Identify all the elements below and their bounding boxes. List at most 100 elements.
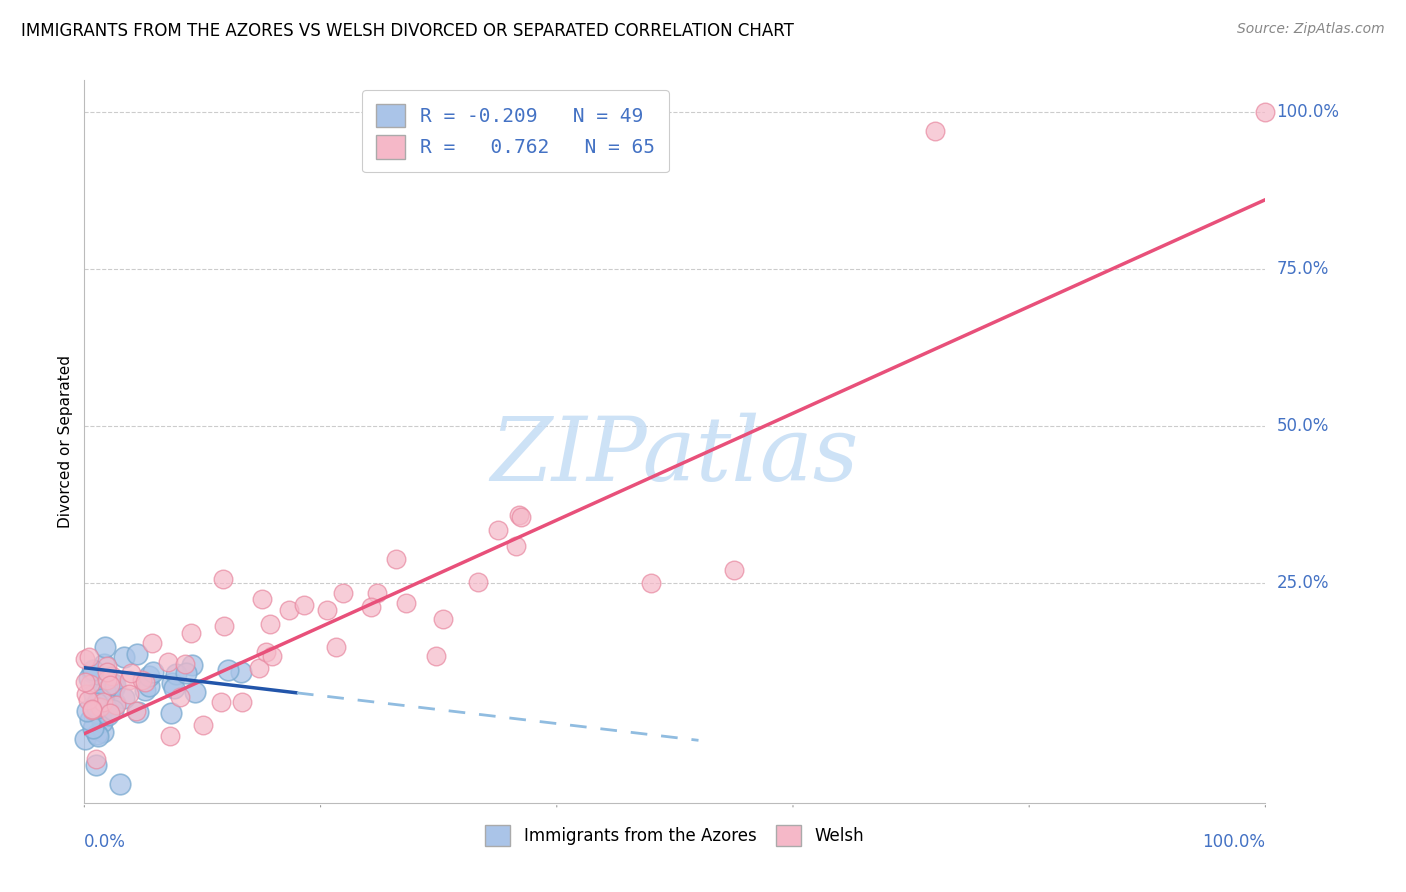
Point — [505, 539, 527, 553]
Point — [98, 678, 121, 692]
Point — [112, 691, 135, 706]
Point — [316, 603, 339, 617]
Point — [180, 658, 202, 673]
Point — [217, 663, 239, 677]
Point — [212, 619, 235, 633]
Point — [141, 636, 163, 650]
Point — [89, 700, 111, 714]
Point — [76, 704, 98, 718]
Point — [104, 678, 127, 692]
Point — [91, 704, 114, 718]
Point — [425, 648, 447, 663]
Point — [77, 671, 100, 685]
Point — [384, 551, 406, 566]
Point — [125, 704, 148, 718]
Point — [508, 508, 530, 522]
Point — [96, 665, 118, 679]
Point — [432, 612, 454, 626]
Point — [79, 677, 101, 691]
Point — [231, 695, 253, 709]
Point — [82, 665, 104, 680]
Point — [80, 702, 103, 716]
Point — [91, 715, 114, 730]
Point — [86, 696, 108, 710]
Point — [254, 645, 277, 659]
Point — [112, 650, 135, 665]
Point — [96, 673, 118, 688]
Text: 50.0%: 50.0% — [1277, 417, 1329, 434]
Text: Source: ZipAtlas.com: Source: ZipAtlas.com — [1237, 22, 1385, 37]
Point — [101, 669, 124, 683]
Point — [82, 703, 104, 717]
Point — [101, 676, 124, 690]
Point — [212, 573, 235, 587]
Point — [77, 649, 100, 664]
Point — [134, 683, 156, 698]
Point — [84, 758, 107, 772]
Point — [209, 695, 232, 709]
Point — [134, 674, 156, 689]
Point — [100, 677, 122, 691]
Point — [262, 648, 284, 663]
Point — [87, 693, 110, 707]
Point — [486, 523, 509, 537]
Point — [259, 617, 281, 632]
Point — [120, 666, 142, 681]
Point — [98, 706, 121, 720]
Point — [165, 667, 187, 681]
Point — [82, 721, 104, 735]
Point — [193, 718, 215, 732]
Point — [91, 695, 114, 709]
Point — [79, 713, 101, 727]
Point — [94, 683, 117, 698]
Point — [924, 123, 946, 137]
Point — [252, 592, 274, 607]
Point — [640, 575, 662, 590]
Point — [75, 687, 97, 701]
Point — [138, 679, 160, 693]
Point — [93, 640, 115, 654]
Point — [163, 681, 186, 695]
Point — [127, 647, 149, 661]
Point — [77, 693, 100, 707]
Point — [104, 696, 127, 710]
Point — [157, 655, 180, 669]
Point — [86, 729, 108, 743]
Point — [395, 596, 418, 610]
Point — [105, 698, 128, 712]
Legend: Immigrants from the Azores, Welsh: Immigrants from the Azores, Welsh — [478, 819, 872, 852]
Point — [118, 673, 141, 687]
Point — [160, 676, 183, 690]
Point — [325, 640, 347, 655]
Point — [173, 657, 195, 671]
Point — [75, 675, 97, 690]
Point — [93, 657, 115, 671]
Point — [91, 725, 114, 739]
Point — [292, 598, 315, 612]
Point — [75, 731, 97, 746]
Text: 100.0%: 100.0% — [1202, 833, 1265, 851]
Y-axis label: Divorced or Separated: Divorced or Separated — [58, 355, 73, 528]
Point — [229, 665, 252, 680]
Point — [83, 687, 105, 701]
Point — [723, 563, 745, 577]
Text: ZIPatlas: ZIPatlas — [491, 413, 859, 500]
Point — [180, 625, 202, 640]
Point — [86, 726, 108, 740]
Point — [96, 659, 118, 673]
Point — [86, 706, 108, 720]
Point — [277, 603, 299, 617]
Text: 75.0%: 75.0% — [1277, 260, 1329, 277]
Point — [159, 729, 181, 743]
Point — [108, 777, 131, 791]
Point — [510, 510, 533, 524]
Point — [169, 690, 191, 704]
Point — [127, 706, 149, 720]
Point — [97, 707, 120, 722]
Point — [467, 574, 489, 589]
Point — [86, 701, 108, 715]
Text: 25.0%: 25.0% — [1277, 574, 1329, 592]
Point — [174, 665, 197, 680]
Point — [360, 600, 382, 615]
Point — [73, 652, 96, 666]
